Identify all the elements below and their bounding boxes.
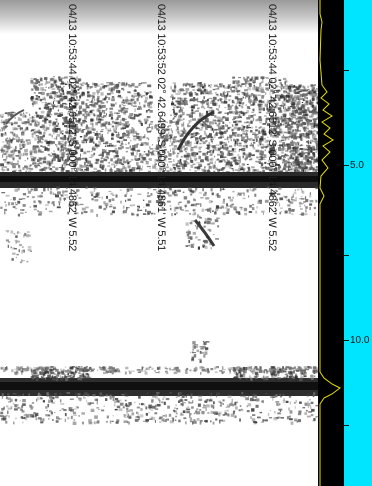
event-marker-2-label: 04/13 10:53:52 02° 42.6499' S 000° 14.48… bbox=[155, 4, 167, 252]
depth-tick bbox=[344, 70, 349, 71]
event-marker-1: 04/13 10:53:44 02° 42.6512' S 000° 14.48… bbox=[64, 4, 78, 304]
depth-tick bbox=[344, 255, 349, 256]
depth-tick bbox=[344, 165, 349, 166]
depth-scale: 5.0 10.0 bbox=[344, 0, 372, 486]
echogram-image bbox=[0, 0, 318, 425]
event-marker-1-label: 04/13 10:53:44 02° 42.6512' S 000° 14.48… bbox=[66, 4, 78, 252]
event-marker-3-label: 04/13 10:53:44 02° 42.6512' S 000° 14.48… bbox=[266, 4, 278, 252]
event-marker-2: 04/13 10:53:52 02° 42.6499' S 000° 14.48… bbox=[153, 4, 167, 304]
event-marker-3: 04/13 10:53:44 02° 42.6512' S 000° 14.48… bbox=[264, 4, 278, 304]
echogram-panel[interactable]: 04/13 10:53:44 02° 42.6512' S 000° 14.48… bbox=[0, 0, 318, 486]
signal-profile-panel bbox=[318, 0, 344, 486]
signal-profile-trace bbox=[319, 0, 341, 486]
depth-label-10: 10.0 bbox=[350, 335, 370, 346]
depth-tick bbox=[344, 340, 349, 341]
depth-tick bbox=[344, 425, 349, 426]
depth-label-5: 5.0 bbox=[350, 160, 364, 171]
